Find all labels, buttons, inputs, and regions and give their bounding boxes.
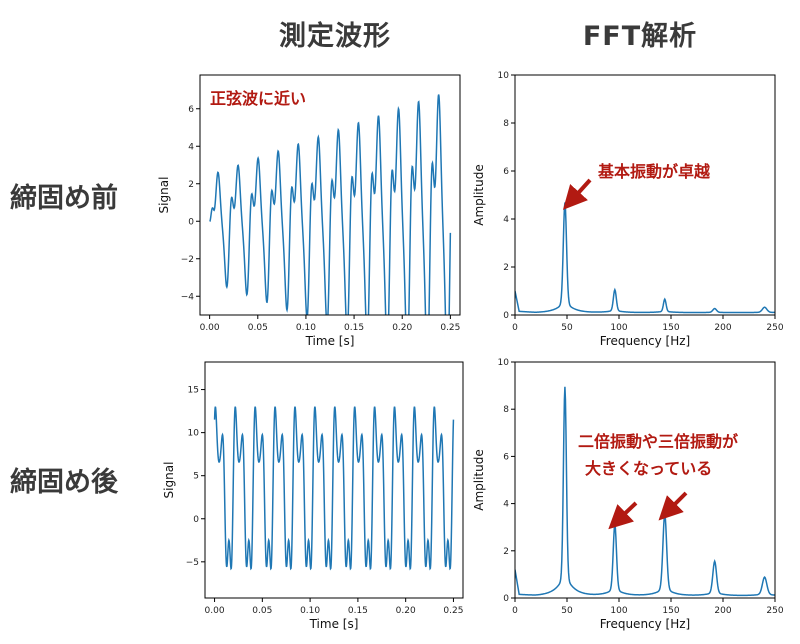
- x-tick-label: 100: [610, 323, 627, 333]
- after-fft-annotation-line1: 二倍振動や三倍振動が: [578, 432, 738, 451]
- x-axis-label: Frequency [Hz]: [600, 334, 691, 348]
- x-tick-label: 0.10: [300, 606, 320, 616]
- series-line: [515, 202, 775, 314]
- third-harmonic-arrow: [658, 491, 688, 521]
- fft-column-title: FFT解析: [582, 21, 698, 52]
- y-tick-label: 2: [188, 180, 194, 190]
- y-tick-label: 2: [503, 547, 509, 557]
- y-axis-label: Signal: [157, 177, 171, 214]
- x-tick-label: 0.00: [205, 606, 225, 616]
- x-tick-label: 250: [766, 323, 783, 333]
- x-tick-label: 150: [662, 606, 679, 616]
- x-tick-label: 100: [610, 606, 627, 616]
- x-tick-label: 0: [512, 323, 518, 333]
- y-tick-label: 4: [503, 500, 509, 510]
- plot-frame: [204, 361, 464, 599]
- x-tick-label: 200: [714, 323, 731, 333]
- x-tick-label: 0.15: [348, 606, 368, 616]
- waveform-column-title: 測定波形: [279, 21, 391, 52]
- y-tick-label: −5: [186, 558, 199, 568]
- series-line: [213, 406, 455, 571]
- y-tick-label: 6: [503, 167, 509, 177]
- plot-frame: [199, 74, 461, 316]
- x-tick-label: 0.05: [252, 606, 272, 616]
- y-tick-label: −4: [181, 292, 195, 302]
- x-tick-label: 0.20: [396, 606, 416, 616]
- x-tick-label: 0.25: [440, 323, 460, 333]
- y-tick-label: 2: [503, 263, 509, 273]
- series-line: [515, 386, 775, 597]
- y-tick-label: 0: [188, 217, 194, 227]
- y-axis-label: Amplitude: [472, 164, 486, 226]
- x-tick-label: 0.10: [296, 323, 316, 333]
- x-axis-label: Time [s]: [305, 334, 355, 348]
- before-row-title: 締固め前: [10, 183, 118, 214]
- y-tick-label: 15: [188, 386, 199, 396]
- y-tick-label: 10: [188, 429, 200, 439]
- x-tick-label: 0.15: [344, 323, 364, 333]
- before-fft-annotation: 基本振動が卓越: [597, 162, 711, 181]
- y-tick-label: 6: [188, 105, 194, 115]
- x-tick-label: 0.25: [443, 606, 463, 616]
- after-fft-annotation-line2: 大きくなっている: [585, 459, 712, 478]
- x-tick-label: 250: [766, 606, 783, 616]
- y-tick-label: 6: [503, 452, 509, 462]
- y-tick-label: 8: [503, 405, 509, 415]
- y-tick-label: −2: [181, 255, 194, 265]
- y-tick-label: 0: [193, 515, 199, 525]
- x-tick-label: 0.05: [248, 323, 268, 333]
- x-tick-label: 0.00: [200, 323, 220, 333]
- plot-frame: [514, 361, 776, 599]
- y-tick-label: 5: [193, 472, 199, 482]
- x-tick-label: 200: [714, 606, 731, 616]
- y-tick-label: 0: [503, 594, 509, 604]
- x-tick-label: 0.20: [392, 323, 412, 333]
- y-tick-label: 8: [503, 119, 509, 129]
- before-wave-annotation: 正弦波に近い: [210, 89, 306, 108]
- x-axis-label: Time [s]: [309, 617, 359, 631]
- fundamental-peak-arrow: [562, 178, 592, 210]
- x-tick-label: 0: [512, 606, 518, 616]
- y-axis-label: Signal: [162, 462, 176, 499]
- second-harmonic-arrow: [608, 501, 638, 530]
- x-tick-label: 50: [561, 323, 573, 333]
- y-tick-label: 0: [503, 311, 509, 321]
- y-tick-label: 4: [188, 142, 194, 152]
- x-tick-label: 150: [662, 323, 679, 333]
- y-tick-label: 10: [498, 71, 510, 81]
- y-tick-label: 4: [503, 215, 509, 225]
- y-tick-label: 10: [498, 358, 510, 368]
- x-axis-label: Frequency [Hz]: [600, 617, 691, 631]
- y-axis-label: Amplitude: [472, 449, 486, 511]
- x-tick-label: 50: [561, 606, 573, 616]
- series-line: [209, 94, 452, 315]
- after-row-title: 締固め後: [10, 467, 118, 498]
- plot-frame: [514, 74, 776, 316]
